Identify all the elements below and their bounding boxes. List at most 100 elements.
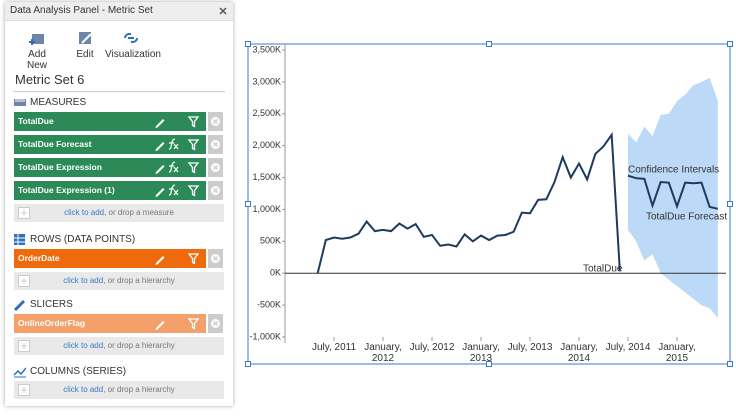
add-link[interactable]: click to add [64, 208, 105, 217]
field-label: OrderDate [18, 253, 60, 263]
panel-title: Data Analysis Panel - Metric Set [5, 2, 233, 21]
section-title: ROWS (DATA POINTS) [30, 234, 136, 245]
close-button[interactable] [219, 7, 227, 15]
x-tick-label: July, 2012 [409, 342, 455, 353]
series-label: Confidence Intervals [628, 165, 719, 176]
section-icon [14, 234, 25, 245]
section-icon [13, 299, 26, 311]
field-actions [155, 253, 200, 265]
x-tick-label: January, 2013 [462, 342, 500, 364]
section-header: COLUMNS (SERIES) [13, 365, 126, 378]
field-item[interactable]: OnlineOrderFlag [14, 314, 206, 333]
resize-handles[interactable] [245, 41, 733, 367]
toolbar-button[interactable]: Edit [65, 30, 105, 60]
x-tick-label: July, 2014 [605, 342, 651, 353]
add-icon [18, 384, 30, 396]
section-header: ROWS (DATA POINTS) [13, 233, 135, 246]
toolbar-icon [79, 32, 92, 44]
y-tick-label: 3,500K [252, 44, 281, 54]
toolbar-label: Edit [76, 49, 94, 60]
section-title: MEASURES [30, 97, 87, 108]
remove-icon [211, 254, 220, 263]
toolbar-button[interactable]: Add New [17, 30, 57, 71]
remove-button[interactable] [208, 181, 223, 200]
y-tick-label: -1,000K [249, 331, 281, 341]
y-tick-label: 2,500K [252, 108, 281, 118]
toolbar-icon [124, 33, 138, 43]
drop-hint: , or drop a hierarchy [103, 385, 175, 394]
remove-button[interactable] [208, 314, 223, 333]
remove-icon [211, 319, 220, 328]
add-icon [18, 340, 30, 352]
metric-set-name: Metric Set 6 [15, 72, 85, 87]
section-icon [14, 99, 26, 106]
drop-zone[interactable]: click to add, or drop a measure [14, 204, 224, 222]
section-title: SLICERS [30, 299, 73, 310]
panel-title-text: Data Analysis Panel - Metric Set [10, 5, 153, 16]
remove-icon [211, 163, 220, 172]
section-header: MEASURES [13, 96, 86, 109]
x-tick-label: January, 2012 [364, 342, 402, 364]
y-tick-label: 2,000K [252, 140, 281, 150]
y-tick-label: 500K [260, 236, 281, 246]
remove-icon [211, 140, 220, 149]
toolbar-label: Add New [26, 49, 47, 71]
y-tick-label: 1,000K [252, 204, 281, 214]
add-icon [18, 207, 30, 219]
field-label: TotalDue Expression [18, 162, 102, 172]
toolbar-button[interactable]: Visualization [105, 30, 161, 60]
add-icon [18, 275, 30, 287]
drop-hint: , or drop a hierarchy [103, 341, 175, 350]
drop-hint: , or drop a measure [104, 208, 174, 217]
remove-button[interactable] [208, 249, 223, 268]
field-actions [155, 184, 200, 197]
toolbar-icon [29, 34, 44, 45]
add-link[interactable]: click to add [63, 276, 104, 285]
add-link[interactable]: click to add [63, 341, 104, 350]
field-actions [155, 318, 200, 330]
x-tick-label: January, 2014 [560, 342, 598, 364]
remove-icon [211, 186, 220, 195]
remove-icon [211, 117, 220, 126]
toolbar-label: Visualization [105, 49, 161, 60]
y-tick-label: 0K [270, 268, 281, 278]
field-label: TotalDue Expression (1) [18, 185, 115, 195]
field-actions [155, 161, 200, 174]
field-label: TotalDue [18, 116, 54, 126]
drop-hint: , or drop a hierarchy [103, 276, 175, 285]
drop-zone[interactable]: click to add, or drop a hierarchy [14, 272, 224, 290]
y-tick-label: 3,000K [252, 76, 281, 86]
series-label: TotalDue Forecast [646, 212, 727, 223]
remove-button[interactable] [208, 112, 223, 131]
section-header: SLICERS [13, 298, 73, 311]
y-tick-label: -500K [257, 299, 281, 309]
field-label: TotalDue Forecast [18, 139, 92, 149]
x-tick-label: July, 2011 [311, 342, 357, 353]
data-analysis-panel: Data Analysis Panel - Metric Set Metric … [5, 2, 233, 406]
data-line [316, 131, 621, 274]
confidence-band [628, 78, 718, 318]
remove-button[interactable] [208, 135, 223, 154]
remove-button[interactable] [208, 158, 223, 177]
field-actions [155, 138, 200, 151]
x-tick-label: July, 2013 [507, 342, 553, 353]
field-item[interactable]: OrderDate [14, 249, 206, 268]
section-icon [13, 367, 26, 378]
field-item[interactable]: TotalDue Forecast [14, 135, 206, 154]
field-item[interactable]: TotalDue Expression [14, 158, 206, 177]
series-label: TotalDue [583, 264, 623, 275]
x-tick-label: January, 2015 [658, 342, 696, 364]
drop-zone[interactable]: click to add, or drop a hierarchy [14, 381, 224, 399]
field-item[interactable]: TotalDue [14, 112, 206, 131]
data-line [627, 174, 719, 210]
section-title: COLUMNS (SERIES) [30, 366, 127, 377]
field-actions [155, 116, 200, 128]
add-link[interactable]: click to add [63, 385, 104, 394]
field-label: OnlineOrderFlag [18, 318, 86, 328]
drop-zone[interactable]: click to add, or drop a hierarchy [14, 337, 224, 355]
separator [13, 91, 225, 92]
field-item[interactable]: TotalDue Expression (1) [14, 181, 206, 200]
y-tick-label: 1,500K [252, 172, 281, 182]
